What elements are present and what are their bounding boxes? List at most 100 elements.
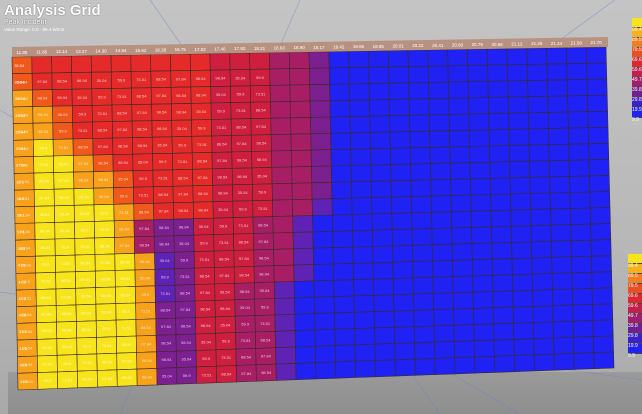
grid-cell-label: 73.51 — [177, 159, 188, 164]
legend-swatch: 59.6 — [632, 58, 642, 73]
grid-cell-label: 98.54 — [79, 178, 90, 183]
grid-cell-label: 35.04 — [138, 160, 149, 165]
grid-cell — [392, 277, 414, 296]
grid-cell — [329, 99, 351, 118]
grid-cell — [293, 264, 315, 282]
grid-cell — [472, 291, 494, 309]
grid-cell-label: 73.51 — [258, 206, 269, 211]
grid-cell-label: 98.54 — [261, 370, 272, 375]
grid-cell-label: 59.9 — [256, 75, 265, 80]
grid-cell — [333, 279, 355, 297]
grid-cell-label: 73.51 — [136, 77, 147, 82]
grid-cell — [546, 63, 568, 81]
grid-cell-label: 88.54 — [260, 337, 271, 342]
row-label: 35.04 — [14, 80, 25, 85]
grid-cell-label: 73.51 — [138, 193, 149, 198]
grid-cell — [369, 115, 391, 133]
grid-cell — [486, 48, 508, 66]
grid-cell — [331, 214, 353, 232]
grid-cell-label: 98.94 — [198, 208, 209, 213]
grid-cell — [294, 313, 316, 331]
grid-cell — [468, 97, 490, 115]
legend-swatch: 89.5 — [628, 264, 642, 279]
grid-cell — [450, 210, 472, 229]
grid-cell — [428, 97, 450, 116]
grid-cell-label: 59.9 — [118, 78, 127, 83]
grid-cell-label: 35.04 — [162, 374, 173, 379]
grid-cell-label: 35.04 — [199, 224, 210, 229]
grid-cell — [510, 225, 532, 243]
grid-cell-label: 88.54 — [61, 278, 72, 283]
grid-cell-label: 98.54 — [239, 272, 250, 277]
grid-cell — [312, 230, 334, 249]
grid-cell-label: 59.9 — [100, 210, 109, 215]
grid-cell — [548, 143, 570, 162]
grid-cell — [573, 336, 595, 354]
grid-cell-label: 35.04 — [77, 95, 88, 100]
grid-cell — [529, 176, 551, 194]
legend-swatch: 69.6 — [628, 284, 642, 299]
grid-cell — [451, 243, 473, 261]
grid-cell-label: 35.04 — [40, 245, 51, 250]
grid-cell — [209, 52, 231, 71]
grid-cell — [288, 51, 310, 70]
grid-cell — [587, 110, 609, 129]
grid-cell-label: 35.04 — [58, 112, 69, 117]
grid-cell — [492, 274, 514, 292]
column-label: 15.62 — [135, 48, 147, 53]
grid-cell — [533, 321, 554, 340]
grid-cell — [291, 182, 313, 201]
grid-cell — [71, 55, 92, 73]
grid-cell-label: 73.51 — [39, 162, 50, 167]
grid-cell — [589, 207, 611, 225]
grid-cell — [488, 112, 510, 131]
grid-cell — [528, 128, 550, 146]
grid-cell — [293, 247, 314, 266]
grid-cell — [492, 306, 514, 325]
grid-cell — [510, 209, 532, 227]
grid-cell-label: 97.84 — [217, 158, 228, 163]
grid-cell — [368, 50, 389, 68]
grid-cell-label: 88.54 — [241, 354, 252, 359]
grid-cell-label: 59.9 — [202, 356, 211, 361]
grid-cell — [474, 355, 496, 374]
legend-swatch: 89.5 — [632, 28, 642, 43]
grid-cell — [572, 320, 594, 338]
grid-cell — [550, 240, 572, 258]
grid-cell-label: 59.9 — [159, 159, 168, 164]
grid-cell — [389, 114, 411, 133]
grid-cell-label: 97.84 — [80, 277, 91, 282]
grid-cell — [452, 291, 474, 310]
grid-cell — [294, 329, 316, 348]
grid-cell-label: 35.04 — [97, 78, 108, 83]
grid-cell-label: 59.9 — [102, 326, 111, 331]
grid-cell-label: 98.54 — [118, 144, 129, 149]
column-label: 19.17 — [313, 45, 325, 50]
legend-label: 9.9 — [632, 117, 639, 123]
grid-cells — [11, 46, 615, 391]
grid-cell-label: 97.84 — [159, 209, 170, 214]
grid-cell-label: 73.51 — [241, 338, 252, 343]
grid-cell-label: 88.54 — [97, 128, 108, 133]
grid-cell — [547, 79, 568, 97]
grid-cell — [432, 292, 454, 311]
grid-cell — [513, 322, 535, 340]
value-range: Value Range: 0.0 - 99.4 W/m2 — [4, 27, 65, 32]
row-label: 41.5 — [20, 363, 29, 368]
grid-cell-label: 97.84 — [18, 96, 29, 101]
row-labels: 35.0435.0435.0435.0435.0437.5137.5438.13… — [14, 63, 28, 384]
grid-cell-label: 98.94 — [257, 157, 268, 162]
grid-cell-label: 97.84 — [41, 312, 52, 317]
grid-cell-label: 98.94 — [201, 323, 212, 328]
grid-cell — [352, 262, 374, 281]
column-label: 18.90 — [293, 45, 305, 50]
grid-cell — [273, 264, 295, 283]
grid-cell — [349, 115, 371, 134]
grid-cell — [532, 289, 554, 307]
grid-cell — [471, 242, 493, 261]
grid-cell — [289, 84, 311, 102]
grid-cell — [427, 65, 449, 83]
grid-cell-label: 98.54 — [81, 294, 92, 299]
grid-cell-label: 59.9 — [222, 339, 231, 344]
